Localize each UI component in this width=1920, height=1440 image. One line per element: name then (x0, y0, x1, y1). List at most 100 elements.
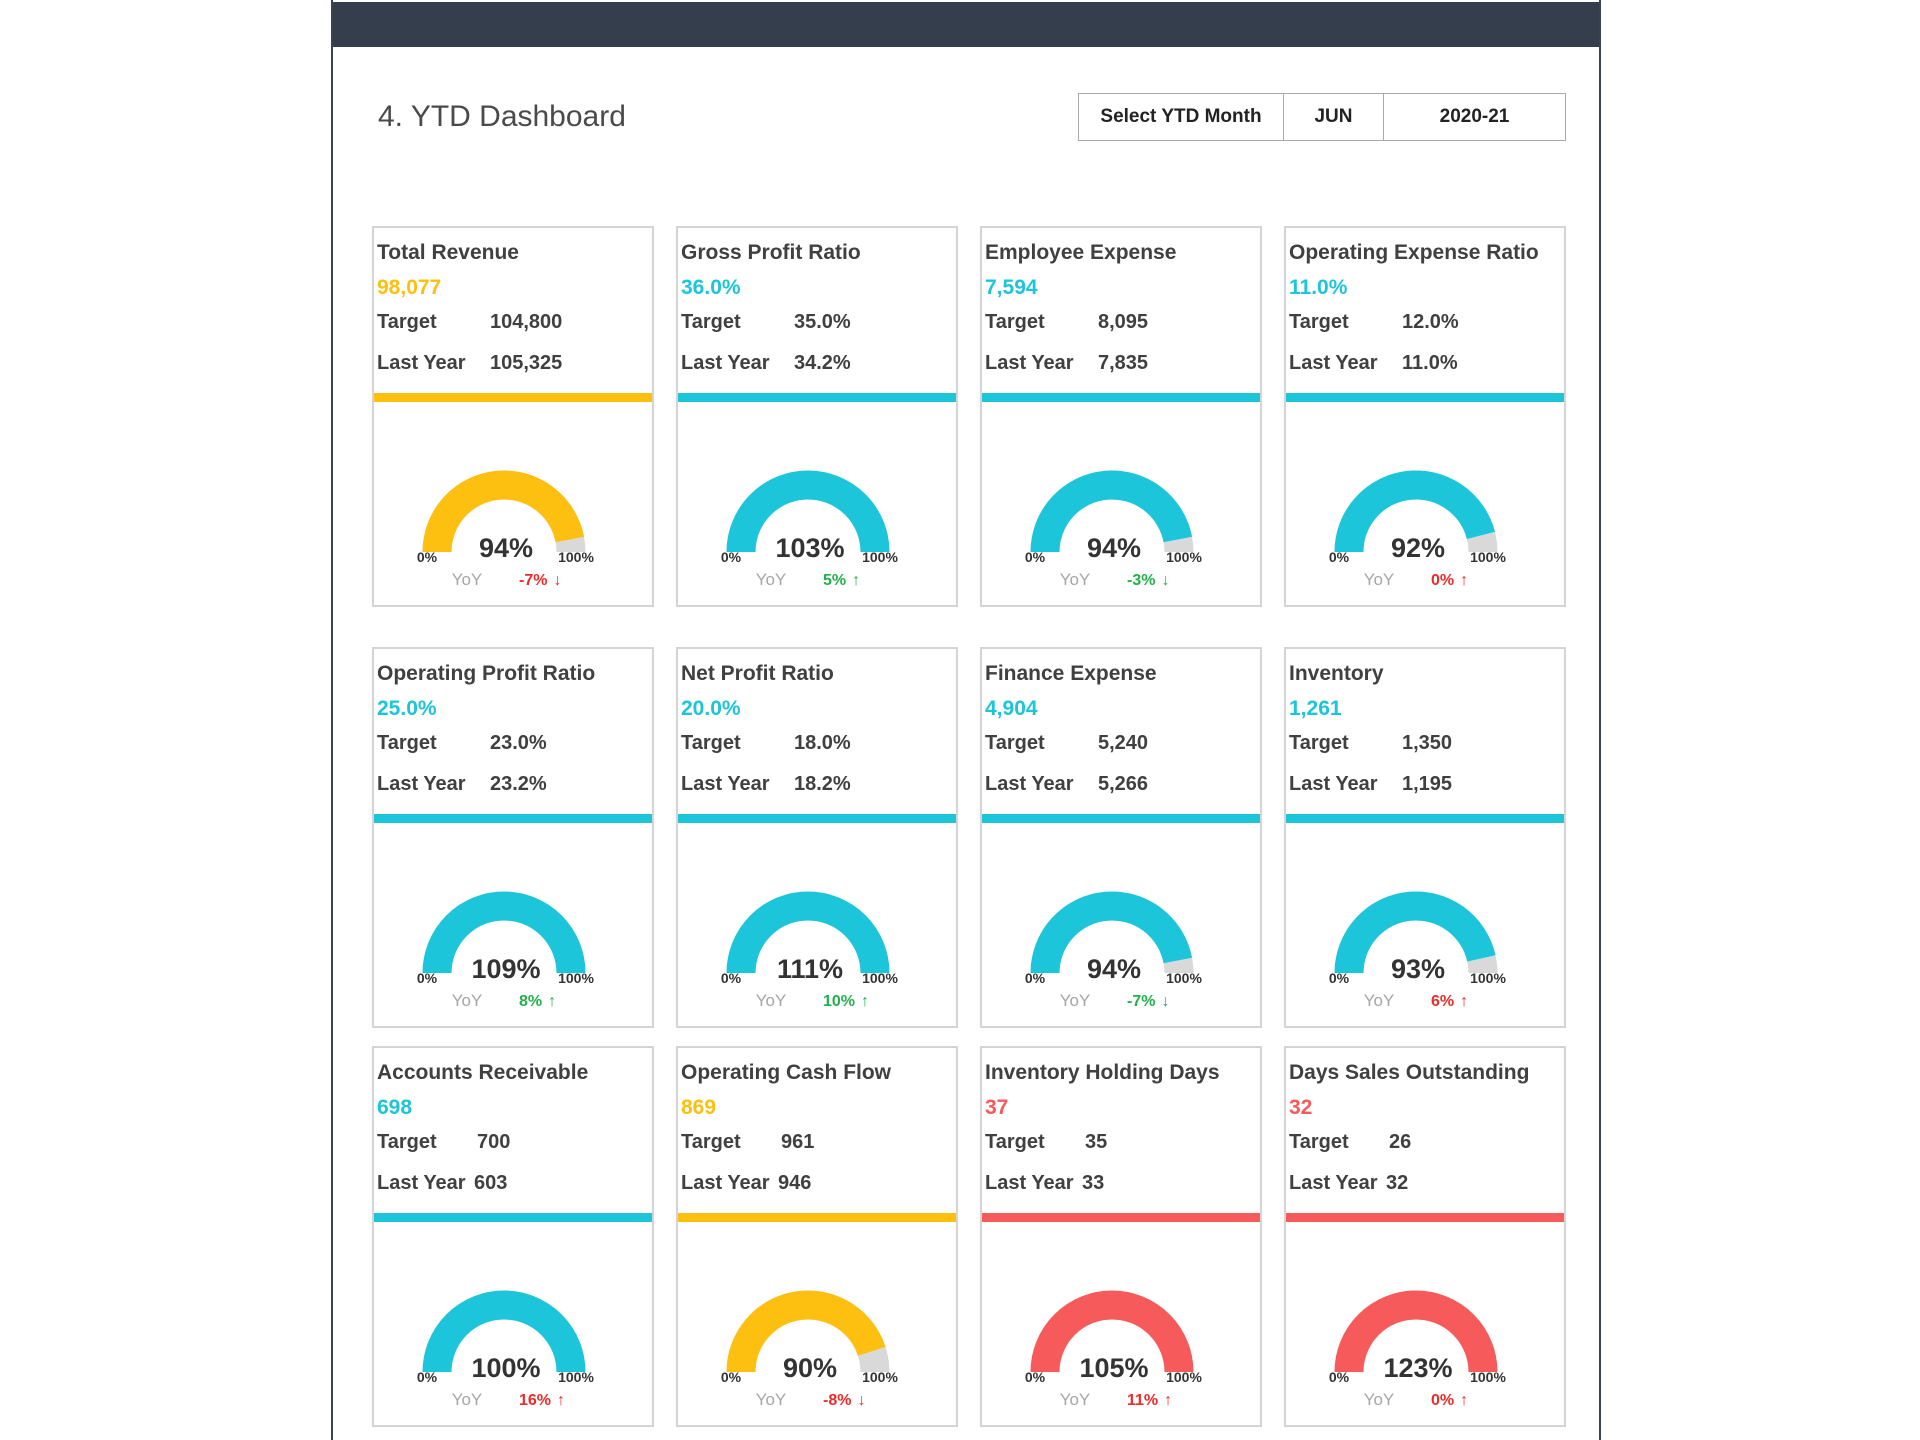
gauge-fill (726, 470, 890, 553)
yoy-value: -7% (1127, 993, 1155, 1010)
last-year-value: 105,325 (490, 352, 563, 374)
gauge-max-label: 100% (1166, 1369, 1202, 1385)
kpi-gauge: 0% 105% 100% YoY 11% ↑ (1025, 1290, 1202, 1409)
month-select[interactable]: JUN (1284, 94, 1384, 140)
gauge-max-label: 100% (558, 549, 594, 565)
yoy-value: 6% (1431, 993, 1454, 1010)
kpi-value: 698 (377, 1096, 413, 1119)
gauge-fill (422, 470, 585, 553)
target-value: 961 (781, 1131, 815, 1153)
yoy-label: YoY (1060, 570, 1091, 589)
gauge-max-label: 100% (862, 549, 898, 565)
gauge-fill (422, 891, 586, 974)
yoy-arrow-icon: ↓ (1162, 572, 1170, 589)
kpi-value: 1,261 (1289, 697, 1342, 720)
kpi-gauge: 0% 94% 100% YoY -7% ↓ (1025, 891, 1202, 1010)
kpi-card-gross-profit-ratio: Gross Profit Ratio 36.0% Target 35.0% Last Y… (676, 226, 958, 607)
kpi-value: 11.0% (1289, 276, 1348, 299)
select-ytd-month-label: Select YTD Month (1079, 94, 1284, 140)
last-year-value: 23.2% (490, 773, 547, 795)
gauge-max-label: 100% (1470, 549, 1506, 565)
target-row: Target 12.0% (1289, 311, 1459, 334)
kpi-card-operating-profit-ratio: Operating Profit Ratio 25.0% Target 23.0% La… (372, 647, 654, 1028)
yoy-label: YoY (1060, 991, 1091, 1010)
gauge-percent: 93% (1391, 954, 1445, 984)
last-year-label: Last Year (377, 1172, 466, 1194)
last-year-row: Last Year 105,325 (377, 352, 562, 375)
kpi-gauge: 0% 90% 100% YoY -8% ↓ (721, 1290, 898, 1409)
gauge-min-label: 0% (721, 1369, 742, 1385)
gauge-percent: 103% (775, 533, 844, 563)
yoy-arrow-icon: ↓ (554, 572, 562, 589)
yoy-value: 0% (1431, 1392, 1454, 1409)
gauge-max-label: 100% (862, 970, 898, 986)
gauge-percent: 111% (777, 954, 843, 984)
target-label: Target (985, 1131, 1045, 1153)
kpi-title: Total Revenue (377, 241, 519, 264)
kpi-title: Employee Expense (985, 241, 1177, 264)
target-label: Target (377, 732, 437, 754)
page-title: 4. YTD Dashboard (378, 100, 626, 133)
last-year-row: Last Year 603 (377, 1172, 507, 1195)
kpi-title: Net Profit Ratio (681, 662, 834, 685)
kpi-value: 4,904 (985, 697, 1038, 720)
yoy-label: YoY (756, 991, 787, 1010)
kpi-card-operating-cash-flow: Operating Cash Flow 869 Target 961 Last Year… (676, 1046, 958, 1427)
target-label: Target (377, 311, 437, 333)
last-year-row: Last Year 23.2% (377, 773, 547, 796)
kpi-value: 7,594 (985, 276, 1038, 299)
kpi-title: Operating Profit Ratio (377, 662, 596, 685)
gauge-fill (1334, 470, 1495, 553)
target-value: 26 (1389, 1131, 1412, 1153)
ytd-month-selector: Select YTD Month JUN 2020-21 (1078, 93, 1566, 141)
kpi-color-bar (1286, 1213, 1564, 1222)
kpi-color-bar (982, 393, 1260, 402)
gauge-min-label: 0% (1025, 1369, 1046, 1385)
target-row: Target 700 (377, 1131, 510, 1154)
kpi-gauge: 0% 123% 100% YoY 0% ↑ (1329, 1290, 1506, 1409)
gauge-max-label: 100% (558, 970, 594, 986)
kpi-value: 37 (985, 1096, 1009, 1119)
gauge-max-label: 100% (1470, 970, 1506, 986)
kpi-gauge: 0% 103% 100% YoY 5% ↑ (721, 470, 898, 589)
gauge-fill (1334, 891, 1496, 974)
target-row: Target 35.0% (681, 311, 851, 334)
target-value: 104,800 (490, 311, 563, 333)
last-year-label: Last Year (681, 352, 770, 374)
yoy-arrow-icon: ↑ (861, 993, 869, 1010)
last-year-value: 18.2% (794, 773, 851, 795)
yoy-value: 5% (823, 572, 846, 589)
kpi-title: Operating Cash Flow (681, 1061, 892, 1084)
kpi-color-bar (374, 393, 652, 402)
kpi-title: Days Sales Outstanding (1289, 1061, 1530, 1084)
target-value: 700 (477, 1131, 511, 1153)
gauge-fill (1030, 891, 1193, 974)
yoy-label: YoY (452, 1390, 483, 1409)
yoy-label: YoY (1364, 570, 1395, 589)
kpi-card-net-profit-ratio: Net Profit Ratio 20.0% Target 18.0% Last Yea… (676, 647, 958, 1028)
kpi-title: Operating Expense Ratio (1289, 241, 1539, 264)
target-label: Target (377, 1131, 437, 1153)
gauge-max-label: 100% (1166, 970, 1202, 986)
last-year-label: Last Year (985, 1172, 1074, 1194)
gauge-min-label: 0% (721, 549, 742, 565)
year-select[interactable]: 2020-21 (1439, 106, 1510, 127)
gauge-fill (422, 1290, 586, 1373)
kpi-title: Gross Profit Ratio (681, 241, 861, 264)
target-row: Target 23.0% (377, 732, 547, 755)
last-year-value: 603 (474, 1172, 508, 1194)
yoy-arrow-icon: ↓ (858, 1392, 866, 1409)
last-year-value: 946 (778, 1172, 812, 1194)
last-year-row: Last Year 11.0% (1289, 352, 1458, 375)
yoy-value: 11% (1127, 1392, 1158, 1409)
yoy-label: YoY (756, 1390, 787, 1409)
gauge-min-label: 0% (1025, 970, 1046, 986)
target-row: Target 26 (1289, 1131, 1411, 1154)
target-value: 12.0% (1402, 311, 1459, 333)
kpi-gauge: 0% 92% 100% YoY 0% ↑ (1329, 470, 1506, 589)
last-year-value: 5,266 (1098, 773, 1149, 795)
kpi-color-bar (982, 1213, 1260, 1222)
last-year-row: Last Year 33 (985, 1172, 1104, 1195)
yoy-arrow-icon: ↑ (1460, 993, 1468, 1010)
yoy-arrow-icon: ↑ (852, 572, 860, 589)
